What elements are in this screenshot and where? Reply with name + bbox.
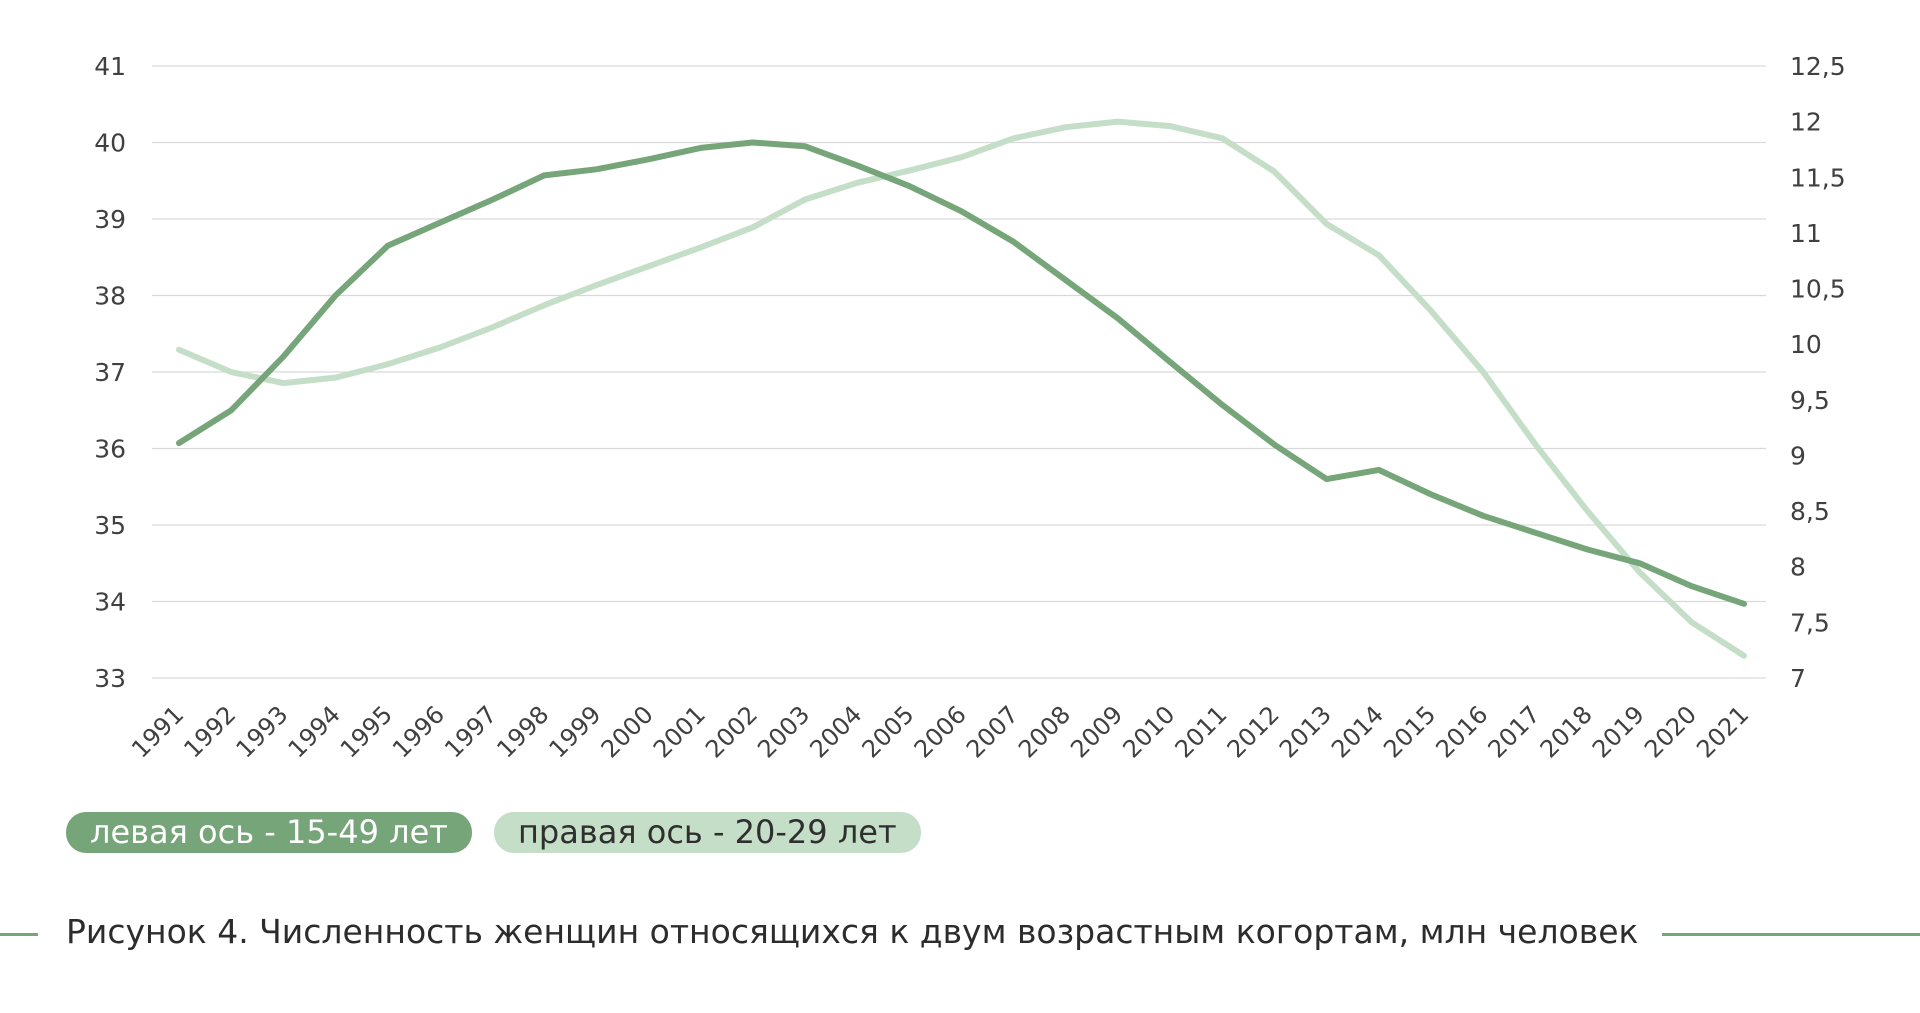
right-axis-tick-label: 8 [1790,553,1806,582]
x-axis-tick-label: 2009 [1065,700,1128,763]
right-axis-tick-label: 11 [1790,219,1822,248]
x-axis-tick-label: 2007 [961,700,1024,763]
x-axis-tick-label: 1998 [491,700,554,763]
series-lines [176,118,1747,659]
x-axis-tick-label: 1997 [439,700,502,763]
x-axis-tick-label: 2003 [752,700,815,763]
right-axis-tick-label: 9 [1790,441,1806,470]
x-axis-tick-label: 2010 [1117,700,1180,763]
left-axis-tick-label: 37 [94,358,126,387]
x-axis-tick-label: 2020 [1639,700,1702,763]
x-axis-tick-label: 1999 [544,700,607,763]
right-axis-tick-label: 12 [1790,108,1822,137]
left-axis-tick-label: 34 [94,588,126,617]
x-axis-tick-label: 2000 [596,700,659,763]
x-axis-tick-labels: 1991199219931994199519961997199819992000… [126,700,1754,763]
line-chart: 33 34 35 36 37 38 39 40 41 7 7,5 8 8,5 9 9,5 10 10,5 11 1… [94,52,1846,763]
x-axis-tick-label: 2001 [648,700,711,763]
x-axis-tick-label: 2018 [1535,700,1598,763]
left-axis-tick-label: 35 [94,511,126,540]
gridlines [152,65,1766,679]
series-line-right-axis [176,118,1747,659]
right-axis-tick-label: 12,5 [1790,52,1846,81]
legend-item-left-axis: левая ось - 15-49 лет [66,812,472,853]
left-axis-tick-label: 36 [94,435,126,464]
left-axis-tick-label: 39 [94,205,126,234]
x-axis-tick-label: 2013 [1274,700,1337,763]
x-axis-tick-label: 2021 [1691,700,1754,763]
x-axis-tick-label: 1995 [335,700,398,763]
x-axis-tick-label: 2008 [1013,700,1076,763]
x-axis-tick-label: 2005 [857,700,920,763]
x-axis-tick-label: 2017 [1483,700,1546,763]
x-axis-tick-label: 1991 [126,700,189,763]
x-axis-tick-label: 1993 [231,700,294,763]
caption-divider-left [0,933,38,936]
left-axis-tick-label: 40 [94,129,126,158]
x-axis-tick-label: 2015 [1378,700,1441,763]
left-axis-tick-labels: 33 34 35 36 37 38 39 40 41 [94,52,126,693]
left-axis-tick-label: 38 [94,282,126,311]
x-axis-tick-label: 2011 [1170,700,1233,763]
legend-item-right-axis: правая ось - 20-29 лет [494,812,921,853]
x-axis-tick-label: 1994 [283,700,346,763]
x-axis-tick-label: 2006 [909,700,972,763]
x-axis-tick-label: 2014 [1326,700,1389,763]
left-axis-tick-label: 41 [94,52,126,81]
figure-caption: Рисунок 4. Численность женщин относящихс… [66,912,1639,951]
x-axis-tick-label: 1992 [178,700,241,763]
x-axis-tick-label: 2012 [1222,700,1285,763]
right-axis-tick-label: 11,5 [1790,163,1846,192]
right-axis-tick-label: 7 [1790,664,1806,693]
x-axis-tick-label: 2019 [1587,700,1650,763]
right-axis-tick-label: 10,5 [1790,275,1846,304]
series-line-left-axis [176,139,1747,607]
left-axis-tick-label: 33 [94,664,126,693]
right-axis-tick-labels: 7 7,5 8 8,5 9 9,5 10 10,5 11 11,5 12 12,5 [1790,52,1846,693]
right-axis-tick-label: 8,5 [1790,497,1830,526]
x-axis-tick-label: 2016 [1430,700,1493,763]
x-axis-tick-label: 1996 [387,700,450,763]
right-axis-tick-label: 9,5 [1790,386,1830,415]
right-axis-tick-label: 7,5 [1790,608,1830,637]
x-axis-tick-label: 2004 [804,700,867,763]
right-axis-tick-label: 10 [1790,330,1822,359]
x-axis-tick-label: 2002 [700,700,763,763]
caption-divider-right [1662,933,1920,936]
